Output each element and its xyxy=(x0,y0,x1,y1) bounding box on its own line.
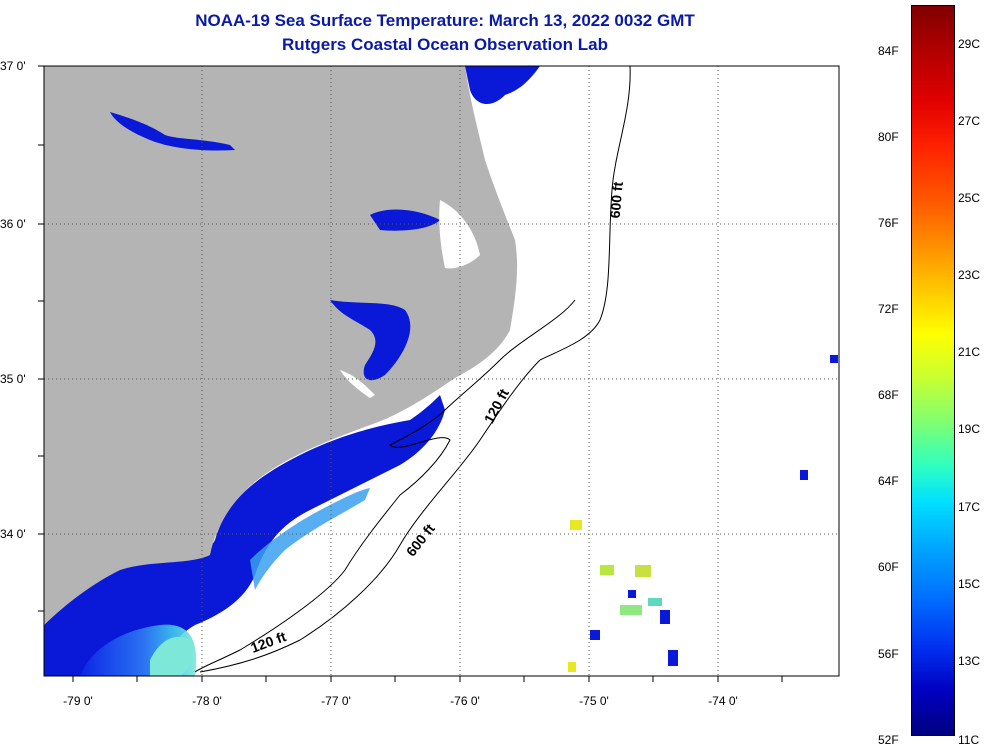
lat-label: 34 0' xyxy=(0,527,26,541)
colorbar-f-label: 68F xyxy=(878,388,899,402)
colorbar-f-label: 76F xyxy=(878,216,899,230)
colorbar-c-label: 27C xyxy=(958,114,981,128)
colorbar-f-label: 84F xyxy=(878,44,899,58)
colorbar-c-label: 29C xyxy=(958,37,981,51)
contour-label-600ft-north: 600 ft xyxy=(606,181,626,219)
land-mass xyxy=(44,66,518,625)
contour-120ft xyxy=(194,299,576,673)
lon-label: -75 0' xyxy=(579,694,609,708)
albemarle-sound xyxy=(370,209,440,231)
cold-water-band xyxy=(44,395,445,676)
map-frame xyxy=(43,65,840,677)
map-subtitle: Rutgers Coastal Ocean Observation Lab xyxy=(282,35,608,54)
lon-label: -77 0' xyxy=(321,694,351,708)
colorbar-c-label: 11C xyxy=(958,733,980,747)
lat-ticks xyxy=(38,65,44,612)
colorbar-f-label: 72F xyxy=(878,302,899,316)
colorbar-c-label: 13C xyxy=(958,654,981,668)
colorbar-c-label: 23C xyxy=(958,268,981,282)
colorbar-c-label: 19C xyxy=(958,422,981,436)
grid-lines xyxy=(44,66,839,676)
colorbar-c-label: 15C xyxy=(958,577,981,591)
offshore-patches xyxy=(568,355,838,672)
colorbar-f-label: 56F xyxy=(878,647,899,661)
colorbar-f-label: 80F xyxy=(878,130,899,144)
contour-600ft-south xyxy=(199,359,541,673)
upper-river xyxy=(110,112,235,151)
lon-label: -79 0' xyxy=(63,694,93,708)
lat-label: 37 0' xyxy=(0,59,26,73)
colorbar-f-label: 64F xyxy=(878,474,899,488)
colorbar-f-label: 60F xyxy=(878,560,899,574)
colorbar-f-label: 52F xyxy=(878,733,899,747)
mid-water-patch xyxy=(250,488,370,590)
lon-ticks xyxy=(72,676,783,682)
warm-patch xyxy=(150,636,192,676)
lat-label: 36 0' xyxy=(0,217,26,231)
temperature-colorbar xyxy=(911,5,955,736)
lat-label: 35 0' xyxy=(0,372,26,386)
colorbar-c-label: 25C xyxy=(958,191,981,205)
map-title: NOAA-19 Sea Surface Temperature: March 1… xyxy=(195,11,695,30)
pamlico-sound xyxy=(330,300,411,381)
chesapeake-water xyxy=(465,66,540,105)
lon-label: -74 0' xyxy=(708,694,738,708)
lon-label: -78 0' xyxy=(192,694,222,708)
lon-label: -76 0' xyxy=(450,694,480,708)
colorbar-c-label: 17C xyxy=(958,500,981,514)
colorbar-c-label: 21C xyxy=(958,345,981,359)
barrier-inlet xyxy=(340,370,375,398)
contour-600ft-north xyxy=(539,66,631,361)
